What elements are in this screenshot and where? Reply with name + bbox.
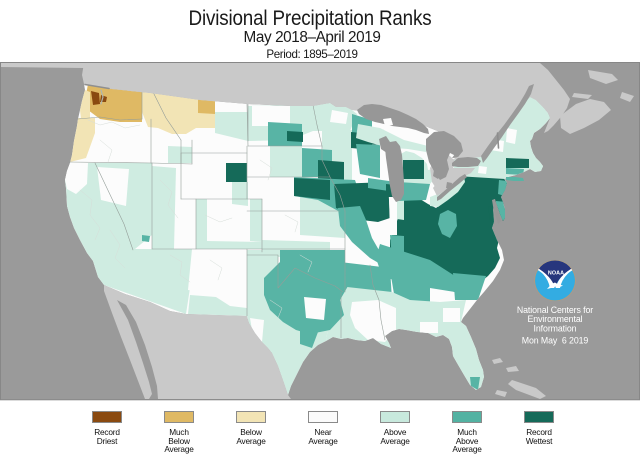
svg-text:National Centers for: National Centers for bbox=[517, 305, 593, 315]
svg-text:Information: Information bbox=[534, 323, 577, 333]
svg-text:Environmental: Environmental bbox=[528, 314, 583, 324]
svg-text:Mon May 6 2019: Mon May 6 2019 bbox=[522, 336, 589, 346]
svg-text:NOAA: NOAA bbox=[548, 271, 564, 277]
